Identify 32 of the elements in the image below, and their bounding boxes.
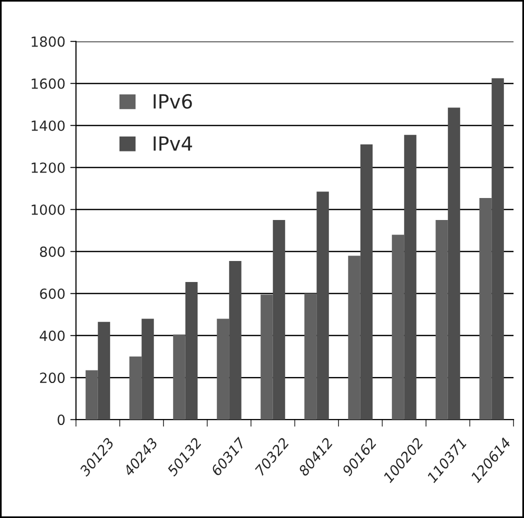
bar: [348, 256, 360, 420]
bar: [216, 318, 230, 420]
bar: [185, 282, 198, 420]
bar: [404, 134, 416, 420]
y-tick-label: 800: [40, 246, 65, 257]
y-tick-label: 1600: [32, 78, 65, 89]
bar: [316, 192, 329, 420]
bar: [436, 220, 448, 420]
y-tick-label: 200: [40, 372, 65, 384]
bar: [98, 322, 110, 420]
y-tick-label: 1000: [32, 204, 65, 215]
bar: [272, 220, 286, 420]
y-tick-label: 600: [40, 288, 65, 300]
y-tick-label: 0: [58, 414, 65, 426]
y-tick-label: 1800: [32, 36, 65, 47]
bar: [173, 334, 186, 420]
y-tick-label: 400: [40, 330, 65, 342]
bar: [392, 234, 404, 420]
legend-label: IPv4: [154, 136, 192, 151]
bar: [448, 108, 460, 420]
bar: [229, 260, 242, 420]
bar: [479, 198, 492, 420]
y-tick-label: 1400: [32, 120, 65, 131]
bar: [129, 356, 142, 420]
bar: [304, 294, 317, 420]
bar: [142, 318, 154, 420]
bar: [360, 144, 373, 420]
bar: [86, 370, 98, 420]
bar: [260, 294, 273, 420]
legend-label: IPv6: [154, 94, 192, 109]
y-tick-label: 1200: [32, 162, 65, 173]
bar: [492, 78, 504, 420]
